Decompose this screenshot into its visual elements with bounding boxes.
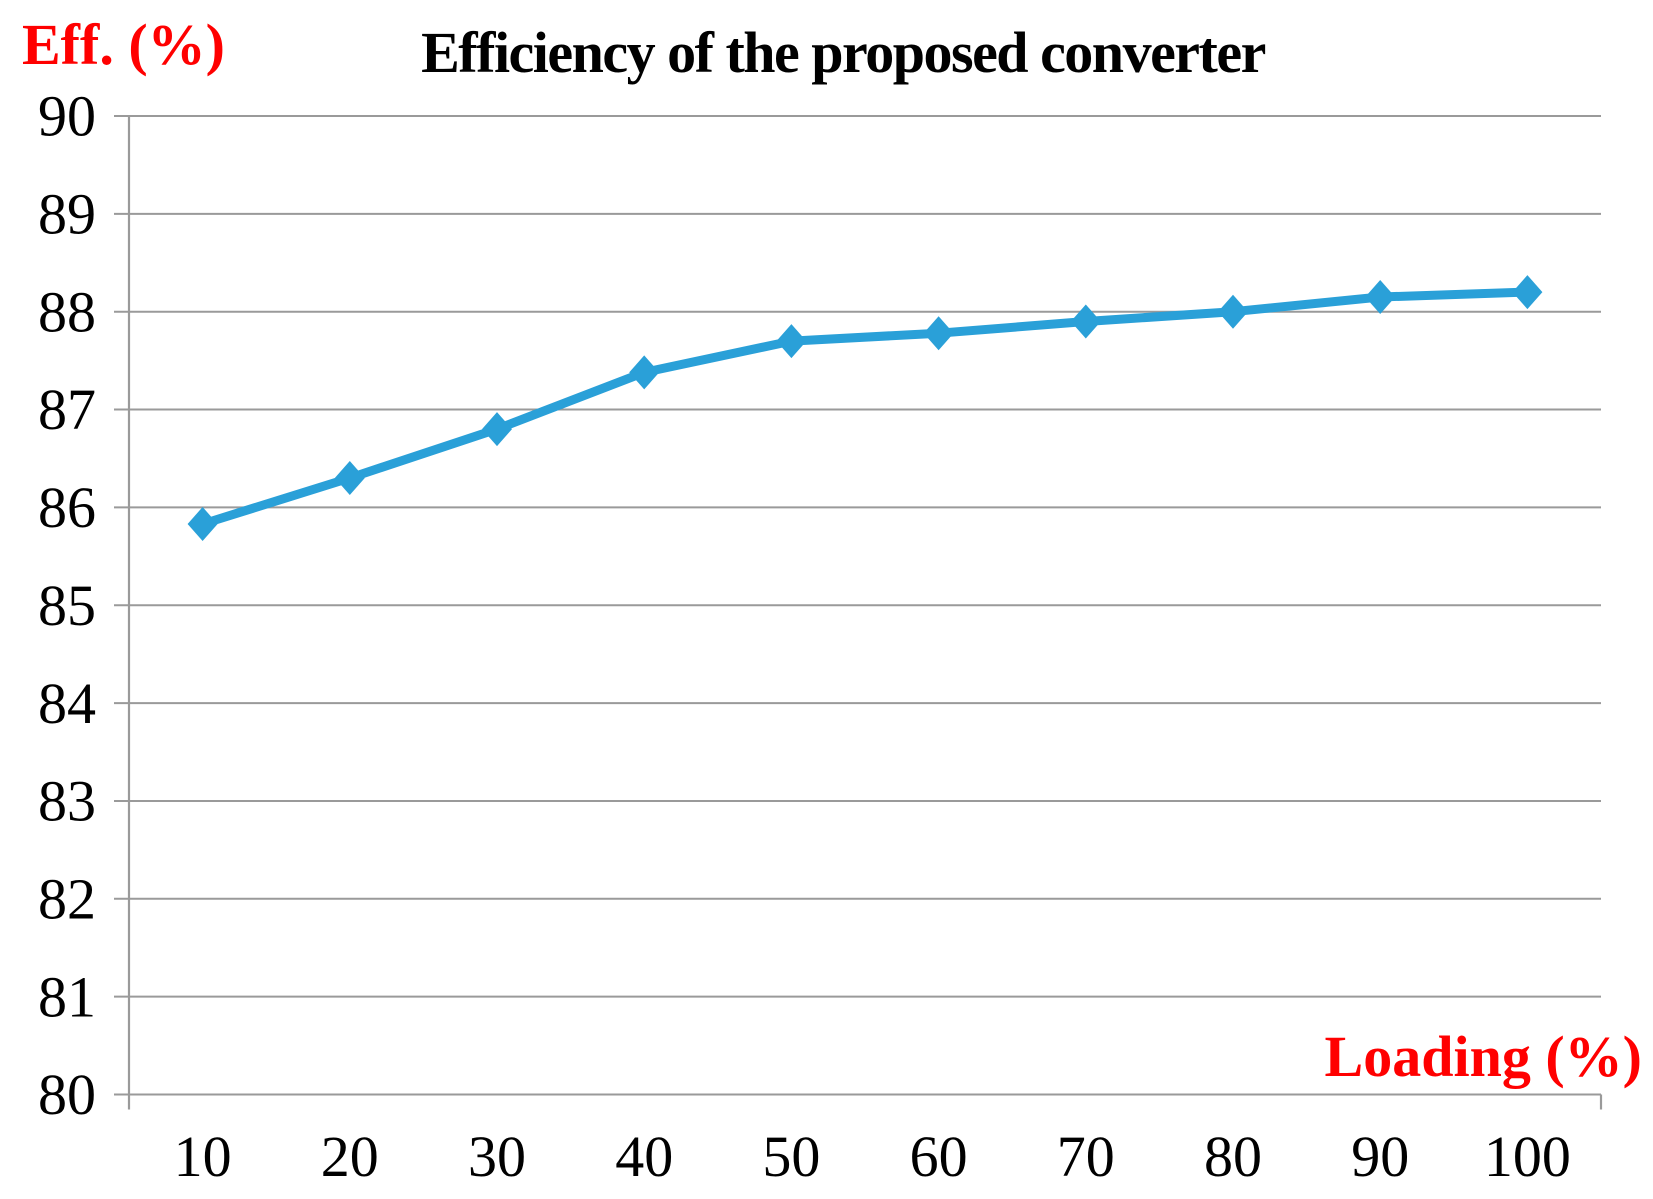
y-tick-label: 84 <box>38 671 96 736</box>
efficiency-series-line <box>198 287 1532 529</box>
x-tick-label: 60 <box>910 1124 968 1189</box>
y-axis-title: Eff. (%) <box>22 12 225 77</box>
data-point-marker <box>1070 304 1101 339</box>
x-axis-title: Loading (%) <box>1324 1024 1642 1089</box>
y-tick-label: 86 <box>38 475 96 540</box>
y-tick-label: 83 <box>38 769 96 834</box>
y-tick-label: 82 <box>38 867 96 932</box>
x-tick-label: 40 <box>615 1124 673 1189</box>
y-tick-label: 81 <box>38 964 96 1029</box>
y-tick-label: 85 <box>38 573 96 638</box>
data-point-marker <box>1218 294 1248 329</box>
x-tick-label: 10 <box>174 1124 232 1189</box>
data-point-marker <box>629 355 660 390</box>
data-point-marker <box>187 507 218 541</box>
y-tick-label: 89 <box>38 182 96 247</box>
data-point-marker <box>482 412 512 447</box>
y-tick-label: 87 <box>38 377 96 442</box>
x-tick-label: 50 <box>762 1124 820 1189</box>
y-tick-label: 90 <box>38 84 96 149</box>
data-point-marker <box>334 461 365 495</box>
y-tick-label: 88 <box>38 279 96 344</box>
data-point-marker <box>1512 275 1543 310</box>
data-point-marker <box>776 324 807 359</box>
x-tick-label: 30 <box>468 1124 526 1189</box>
x-tick-label: 100 <box>1484 1124 1571 1189</box>
data-point-marker <box>923 316 954 351</box>
x-tick-label: 20 <box>321 1124 379 1189</box>
y-tick-label: 80 <box>38 1062 96 1127</box>
data-point-marker <box>1365 280 1396 314</box>
chart-title: Efficiency of the proposed converter <box>421 20 1266 85</box>
x-tick-label: 90 <box>1351 1124 1409 1189</box>
x-tick-label: 80 <box>1204 1124 1262 1189</box>
x-tick-label: 70 <box>1057 1124 1115 1189</box>
